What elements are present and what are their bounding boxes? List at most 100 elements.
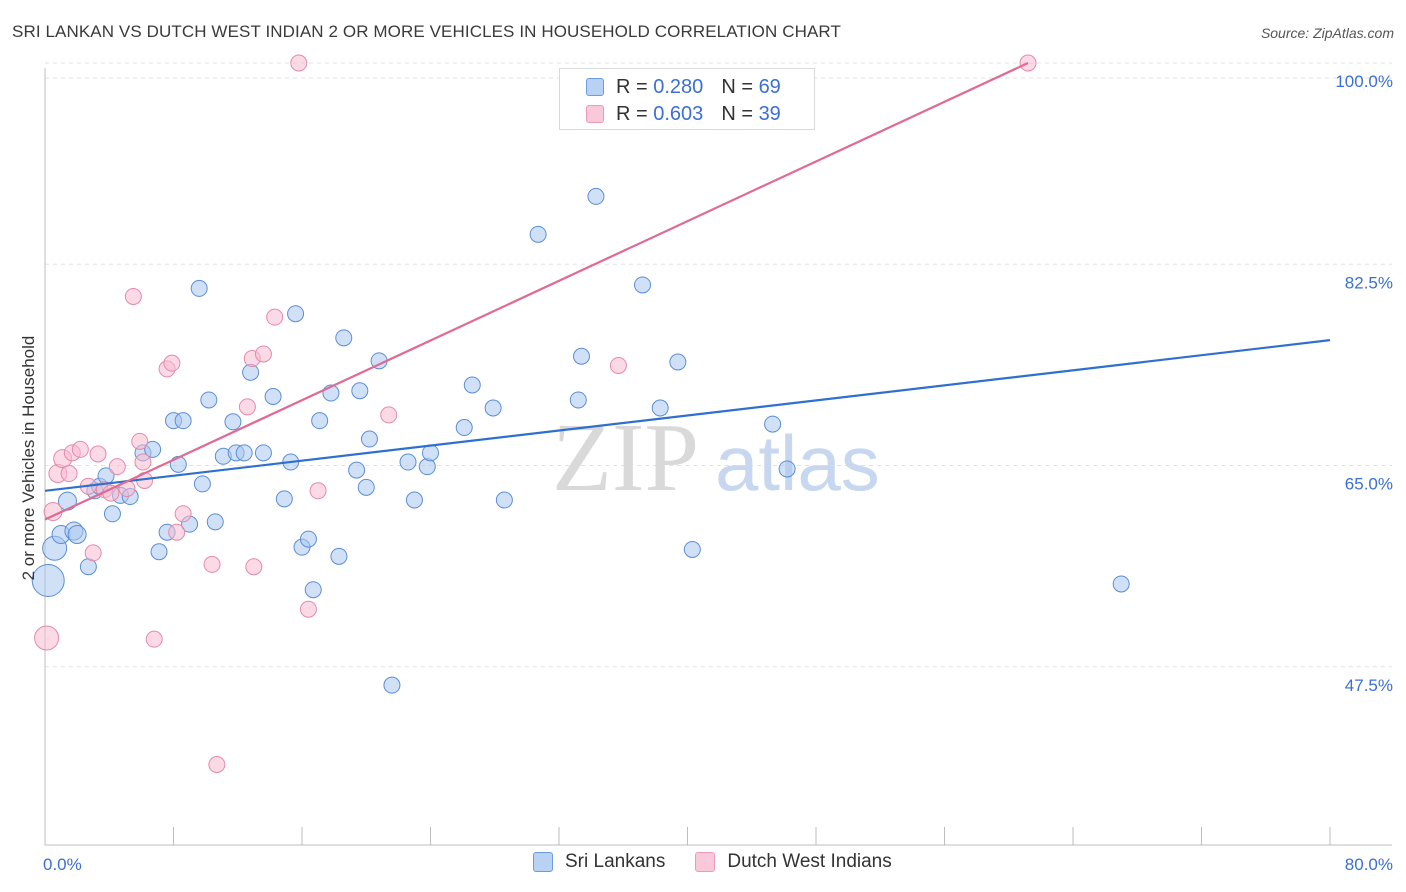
watermark-zip: ZIP bbox=[552, 404, 699, 512]
y-tick-label: 65.0% bbox=[1345, 475, 1393, 494]
dutch-west-indian-point bbox=[163, 354, 181, 372]
dutch-west-indian-point bbox=[134, 453, 152, 471]
dutch-west-indian-point bbox=[108, 458, 126, 476]
legend-row-dutch-west-indians: R = 0.603 N = 39 bbox=[586, 102, 781, 126]
series-label-sri-lankans: Sri Lankans bbox=[565, 851, 666, 872]
sri-lankan-point bbox=[1112, 575, 1130, 593]
chart-title: SRI LANKAN VS DUTCH WEST INDIAN 2 OR MOR… bbox=[12, 22, 841, 41]
series-swatch-blue bbox=[533, 852, 553, 872]
dutch-west-indian-point bbox=[124, 287, 142, 305]
sri-lankan-point bbox=[103, 505, 121, 523]
sri-lankan-point bbox=[67, 525, 87, 544]
legend-r-value: 0.280 bbox=[653, 75, 704, 98]
sri-lankan-point bbox=[348, 461, 366, 479]
legend-r-value: 0.603 bbox=[653, 102, 704, 125]
legend-r-label: R = bbox=[616, 75, 648, 98]
dutch-west-indian-point bbox=[203, 555, 221, 573]
sri-lankan-point bbox=[275, 490, 293, 508]
sri-lankan-point bbox=[299, 530, 317, 548]
sri-lankan-point bbox=[31, 564, 65, 597]
sri-lankan-point bbox=[669, 353, 687, 371]
sri-lankan-point bbox=[569, 391, 587, 409]
sri-lankan-point bbox=[144, 440, 162, 458]
dutch-west-indian-point bbox=[299, 600, 317, 618]
dutch-west-indian-point bbox=[131, 432, 149, 450]
watermark-atlas: atlas bbox=[715, 419, 880, 507]
series-legend: Sri Lankans Dutch West Indians bbox=[533, 851, 922, 873]
sri-lankan-point bbox=[254, 444, 272, 462]
dutch-west-indian-point bbox=[71, 440, 89, 458]
sri-lankan-point bbox=[174, 412, 192, 430]
series-swatch-pink bbox=[695, 852, 716, 872]
legend-n-value: 69 bbox=[758, 75, 781, 98]
sri-lankan-point bbox=[311, 412, 329, 430]
dutch-west-indian-point bbox=[208, 756, 226, 773]
legend-n-value: 39 bbox=[758, 102, 781, 125]
series-legend-sri-lankans[interactable]: Sri Lankans bbox=[533, 851, 665, 873]
dutch-west-indian-point bbox=[89, 445, 107, 463]
dutch-west-indian-point bbox=[254, 345, 272, 363]
sri-lankans-trend-line bbox=[44, 339, 1331, 492]
dutch-west-indian-point bbox=[145, 630, 163, 648]
dutch-west-indian-point bbox=[238, 398, 256, 416]
dutch-west-indians-points bbox=[34, 54, 1037, 773]
sri-lankan-point bbox=[587, 187, 605, 205]
legend-row-sri-lankans: R = 0.280 N = 69 bbox=[586, 75, 781, 99]
axes bbox=[44, 68, 1392, 846]
dutch-west-indian-point bbox=[84, 544, 102, 562]
sri-lankan-point bbox=[351, 382, 369, 400]
sri-lankans-points bbox=[31, 187, 1130, 694]
sri-lankan-point bbox=[683, 540, 701, 558]
dutch-west-indian-point bbox=[290, 54, 308, 72]
sri-lankan-point bbox=[455, 419, 473, 437]
dutch-west-indian-point bbox=[60, 465, 78, 483]
legend-n-label: N = bbox=[721, 75, 753, 98]
legend-swatch-pink bbox=[586, 105, 604, 123]
dutch-west-indian-point bbox=[168, 523, 186, 541]
sri-lankan-point bbox=[330, 547, 348, 565]
sri-lankan-point bbox=[484, 399, 502, 417]
series-label-dutch-west-indians: Dutch West Indians bbox=[727, 851, 892, 872]
sri-lankan-point bbox=[529, 225, 547, 243]
dutch-west-indian-point bbox=[609, 356, 627, 374]
sri-lankan-point bbox=[778, 460, 796, 478]
y-tick-label: 47.5% bbox=[1345, 676, 1393, 695]
sri-lankan-point bbox=[200, 391, 218, 409]
sri-lankan-point bbox=[405, 491, 423, 509]
source-label: Source: ZipAtlas.com bbox=[1260, 25, 1394, 41]
sri-lankan-point bbox=[304, 581, 322, 599]
sri-lankan-point bbox=[235, 444, 253, 462]
x-tick-label-max: 80.0% bbox=[1345, 855, 1393, 874]
sri-lankan-point bbox=[418, 458, 436, 476]
sri-lankan-point bbox=[360, 430, 378, 448]
y-tick-label: 82.5% bbox=[1345, 273, 1393, 292]
watermark: ZIP atlas bbox=[552, 404, 880, 512]
dutch-west-indian-point bbox=[34, 625, 60, 651]
sri-lankan-point bbox=[335, 329, 353, 347]
legend-swatch-blue bbox=[586, 78, 604, 96]
sri-lankan-point bbox=[634, 276, 652, 294]
sri-lankan-point bbox=[399, 453, 417, 471]
sri-lankan-point bbox=[264, 388, 282, 405]
dutch-west-indian-point bbox=[245, 558, 263, 576]
sri-lankan-point bbox=[193, 475, 211, 493]
dutch-west-indians-trend-line bbox=[44, 62, 1029, 521]
x-tick-label-min: 0.0% bbox=[43, 855, 82, 874]
dutch-west-indian-point bbox=[266, 308, 284, 326]
sri-lankan-point bbox=[287, 305, 305, 323]
stats-legend: R = 0.280 N = 69 R = 0.603 N = 39 bbox=[559, 68, 815, 130]
y-axis-label: 2 or more Vehicles in Household bbox=[19, 336, 38, 581]
trend-lines bbox=[44, 62, 1331, 521]
y-tick-label: 100.0% bbox=[1335, 72, 1393, 91]
sri-lankan-point bbox=[383, 676, 401, 694]
sri-lankan-point bbox=[190, 279, 208, 297]
legend-n-label: N = bbox=[721, 102, 753, 125]
sri-lankan-point bbox=[357, 478, 375, 496]
legend-r-label: R = bbox=[616, 102, 648, 125]
sri-lankan-point bbox=[495, 491, 513, 509]
sri-lankan-point bbox=[463, 376, 481, 394]
dutch-west-indian-point bbox=[309, 482, 327, 500]
series-legend-dutch-west-indians[interactable]: Dutch West Indians bbox=[695, 851, 892, 873]
dutch-west-indian-point bbox=[380, 406, 398, 424]
